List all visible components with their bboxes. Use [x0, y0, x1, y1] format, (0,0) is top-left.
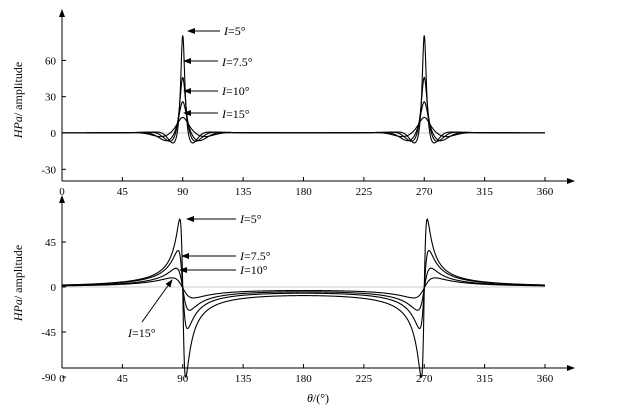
bottom-y-tick-label: -90 [41, 372, 56, 384]
top-annotation-10: I=10° [221, 84, 250, 98]
bottom-x-tick-label: 225 [356, 373, 373, 385]
top-annotation-5: I=5° [223, 24, 246, 38]
top-x-tick-label: 315 [476, 186, 493, 198]
top-y-tick-label: 60 [45, 55, 57, 67]
top-series-line [62, 101, 545, 142]
bottom-x-tick-label: 270 [416, 373, 433, 385]
bottom-y-tick-label: -45 [41, 327, 56, 339]
bottom-x-axis-label: θ/(°) [307, 391, 329, 405]
top-x-tick-label: 360 [537, 186, 554, 198]
bottom-y-axis-label: HPa/ amplitude [11, 245, 25, 322]
top-y-tick-label: 30 [45, 92, 57, 104]
bottom-x-tick-label: 45 [117, 373, 129, 385]
top-x-tick-label: 45 [117, 186, 129, 198]
top-y-tick-label: 0 [51, 128, 57, 140]
bottom-x-tick-label: 90 [177, 373, 189, 385]
bottom-x-tick-label: 315 [476, 373, 493, 385]
bottom-x-tick-label: 135 [235, 373, 252, 385]
bottom-chart: -90 -45 0 45 0 45 90 135 180 225 270 315 360 HPa/ a… [11, 195, 575, 405]
bottom-series-line [61, 277, 546, 299]
top-series-line [62, 35, 545, 144]
top-y-tick-label: -30 [41, 164, 56, 176]
top-series-line [62, 76, 545, 142]
top-x-tick-label: 270 [416, 186, 433, 198]
top-annotation-15: I=15° [221, 107, 250, 121]
top-series-line [62, 116, 545, 138]
bottom-series-line [61, 267, 546, 311]
bottom-y-tick-label: 0 [51, 282, 57, 294]
bottom-annotation-10: I=10° [239, 263, 268, 277]
bottom-annotation-arrow-15 [141, 279, 173, 323]
top-annotation-7-5: I=7.5° [221, 55, 253, 69]
top-x-tick-label: 90 [177, 186, 189, 198]
top-x-tick-label: 180 [295, 186, 312, 198]
top-x-tick-label: 225 [356, 186, 373, 198]
top-y-axis-label: HPa/ amplitude [11, 62, 25, 139]
bottom-series-line [62, 218, 545, 379]
bottom-y-tick-label: 45 [45, 237, 57, 249]
bottom-x-tick-label: 180 [295, 373, 312, 385]
bottom-annotation-5: I=5° [239, 212, 262, 226]
bottom-x-tick-label: 360 [537, 373, 554, 385]
top-x-tick-label: 0 [59, 186, 65, 198]
bottom-annotation-15: I=15° [127, 326, 156, 340]
bottom-annotation-7-5: I=7.5° [239, 249, 271, 263]
bottom-series-line [61, 249, 546, 330]
top-x-tick-label: 135 [235, 186, 252, 198]
bottom-x-tick-label: 0 [59, 373, 65, 385]
